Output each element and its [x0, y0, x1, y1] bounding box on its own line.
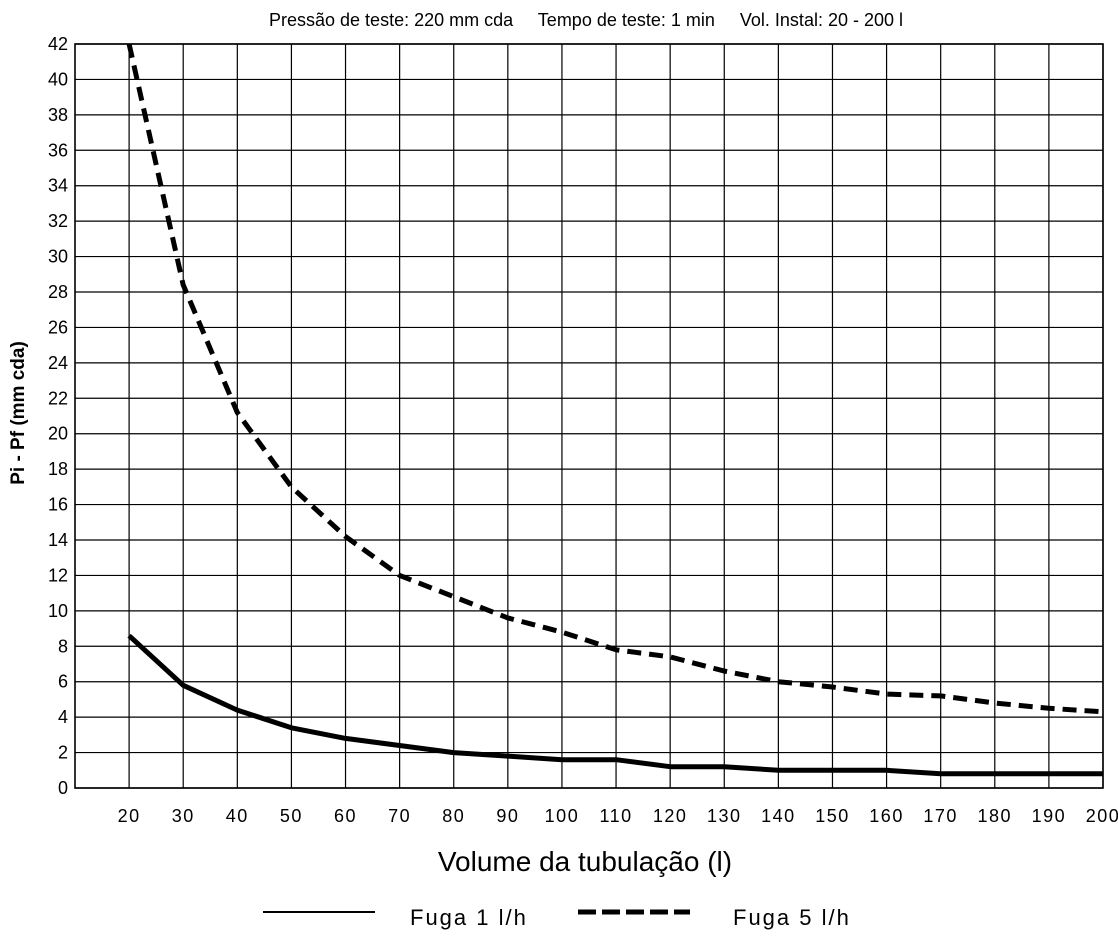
y-tick-label: 14: [48, 530, 68, 550]
x-tick-label: 110: [599, 806, 632, 826]
x-tick-label: 140: [761, 806, 796, 826]
legend-label-1: Fuga 1 l/h: [410, 905, 528, 930]
y-tick-label: 40: [48, 69, 68, 89]
y-tick-label: 38: [48, 105, 68, 125]
y-tick-label: 4: [58, 707, 68, 727]
legend-label-2: Fuga 5 l/h: [733, 905, 851, 930]
y-tick-label: 18: [48, 459, 68, 479]
x-tick-label: 30: [172, 806, 195, 826]
x-tick-label: 70: [388, 806, 411, 826]
y-tick-label: 6: [58, 672, 68, 692]
y-tick-label: 30: [48, 247, 68, 267]
y-tick-label: 20: [48, 424, 68, 444]
plot-frame: [75, 44, 1103, 788]
y-tick-label: 24: [48, 353, 68, 373]
y-tick-label: 2: [58, 743, 68, 763]
x-tick-label: 120: [653, 806, 688, 826]
y-tick-label: 26: [48, 317, 68, 337]
x-tick-label: 190: [1032, 806, 1067, 826]
x-tick-label: 200: [1086, 806, 1118, 826]
x-tick-label: 170: [923, 806, 958, 826]
x-axis-label: Volume da tubulação (l): [438, 846, 732, 877]
y-tick-label: 36: [48, 140, 68, 160]
y-tick-label: 34: [48, 176, 68, 196]
x-tick-label: 130: [707, 806, 742, 826]
y-tick-label: 28: [48, 282, 68, 302]
y-tick-label: 10: [48, 601, 68, 621]
y-tick-label: 0: [58, 778, 68, 798]
y-tick-label: 16: [48, 495, 68, 515]
y-tick-label: 42: [48, 34, 68, 54]
grid: [75, 44, 1103, 788]
x-tick-label: 100: [545, 806, 580, 826]
x-tick-label: 180: [978, 806, 1013, 826]
x-axis-ticks: 20 30 40 50 60 70 80 90 100 110 120 130 140 150 160 170…: [118, 806, 1118, 826]
chart-title: Pressão de teste: 220 mm cda Tempo de te…: [269, 10, 903, 30]
x-tick-label: 160: [869, 806, 904, 826]
x-tick-label: 60: [334, 806, 357, 826]
x-tick-label: 50: [280, 806, 303, 826]
y-tick-label: 32: [48, 211, 68, 231]
y-tick-label: 22: [48, 388, 68, 408]
x-tick-label: 150: [815, 806, 850, 826]
x-tick-label: 90: [496, 806, 519, 826]
y-axis-label: Pi - Pf (mm cda): [8, 341, 29, 485]
legend: Fuga 1 l/h Fuga 5 l/h: [263, 905, 851, 930]
x-tick-label: 40: [226, 806, 249, 826]
x-tick-label: 20: [118, 806, 141, 826]
y-tick-label: 8: [58, 636, 68, 656]
x-tick-label: 80: [442, 806, 465, 826]
y-tick-label: 12: [48, 565, 68, 585]
